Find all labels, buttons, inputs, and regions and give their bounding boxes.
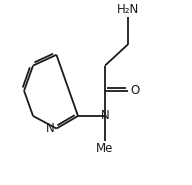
Text: O: O xyxy=(131,84,140,97)
Text: H₂N: H₂N xyxy=(117,3,140,16)
Text: N: N xyxy=(101,110,109,122)
Text: N: N xyxy=(46,122,55,135)
Text: Me: Me xyxy=(96,142,114,155)
